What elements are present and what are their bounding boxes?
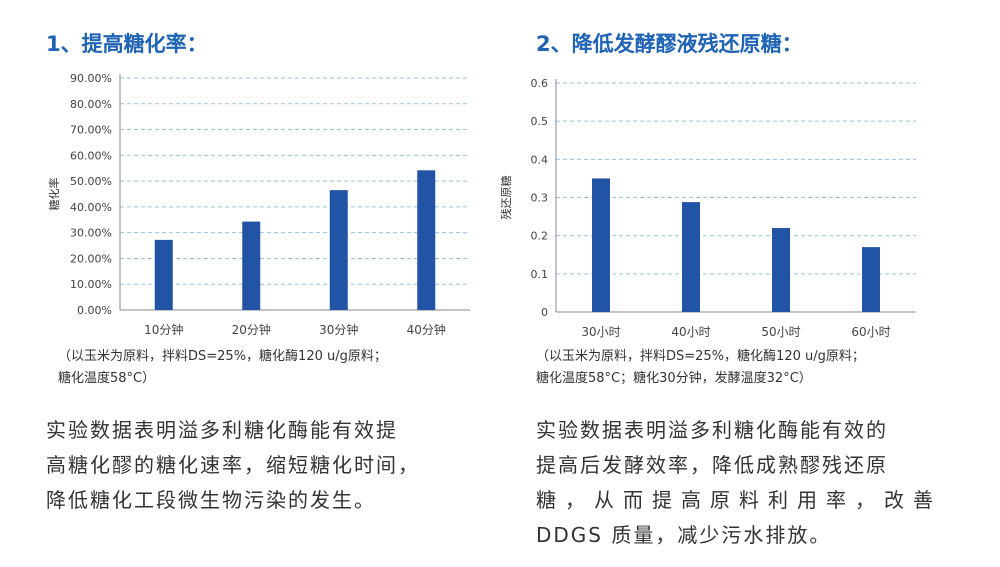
bar	[592, 178, 610, 312]
left-note-line: （以玉米为原料，拌料DS=25%，糖化酶120 u/g原料；	[58, 349, 387, 364]
bar	[154, 239, 173, 310]
x-tick-label: 20分钟	[232, 322, 271, 337]
left-note: （以玉米为原料，拌料DS=25%，糖化酶120 u/g原料； 糖化温度58°C）	[58, 346, 387, 390]
x-tick-label: 50小时	[761, 325, 800, 339]
left-note-line: 糖化温度58°C）	[58, 371, 156, 386]
left-description-line: 降低糖化工段微生物污染的发生。	[46, 488, 376, 512]
y-axis-label: 残还原糖	[500, 176, 513, 220]
bar	[417, 170, 436, 310]
x-tick-label: 30小时	[581, 325, 620, 339]
y-tick-label: 0.6	[531, 77, 549, 90]
right-note-line: （以玉米为原料，拌料DS=25%，糖化酶120 u/g原料；	[536, 349, 865, 364]
y-tick-label: 80.00%	[70, 98, 112, 111]
right-note: （以玉米为原料，拌料DS=25%，糖化酶120 u/g原料； 糖化温度58°C；…	[536, 346, 865, 390]
y-tick-label: 70.00%	[70, 124, 112, 137]
x-tick-label: 40小时	[671, 325, 710, 339]
y-tick-label: 0.3	[531, 192, 549, 205]
y-tick-label: 0	[541, 306, 548, 319]
y-tick-label: 0.00%	[77, 304, 112, 317]
x-tick-label: 60小时	[851, 325, 890, 339]
y-tick-label: 0.5	[531, 115, 549, 128]
y-tick-label: 0.2	[531, 230, 549, 243]
left-description-line: 高糖化醪的糖化速率，缩短糖化时间，	[46, 453, 420, 477]
right-heading: 2、降低发酵醪液残还原糖：	[536, 32, 803, 56]
right-description-line: 糖，从而提高原料利用率，改善	[536, 488, 942, 512]
x-tick-label: 10分钟	[144, 322, 183, 337]
bar	[682, 202, 700, 312]
right-description: 实验数据表明溢多利糖化酶能有效的 提高后发酵效率，降低成熟醪残还原 糖，从而提高…	[536, 413, 976, 553]
y-tick-label: 20.00%	[70, 252, 112, 265]
right-panel: 2、降低发酵醪液残还原糖： 0 0.1 0.2 0.3 0.4 0.5 0.6 30小时 40小…	[500, 0, 1000, 567]
y-tick-label: 30.00%	[70, 227, 112, 240]
bar	[772, 228, 790, 312]
left-panel: 1、提高糖化率： 0.00% 10.00% 20.00% 30.00% 40.00% 50…	[46, 32, 486, 518]
y-tick-label: 60.00%	[70, 149, 112, 162]
right-description-line: 提高后发酵效率，降低成熟醪残还原	[536, 453, 888, 477]
bar	[329, 190, 348, 310]
bar	[862, 247, 880, 312]
y-tick-label: 90.00%	[70, 72, 112, 85]
x-tick-label: 30分钟	[319, 322, 358, 337]
left-description-line: 实验数据表明溢多利糖化酶能有效提	[46, 418, 398, 442]
y-axis-label: 糖化率	[47, 178, 61, 211]
right-description-line: DDGS 质量，减少污水排放。	[536, 523, 832, 547]
right-note-line: 糖化温度58°C；糖化30分钟，发酵温度32°C）	[536, 371, 812, 386]
y-tick-label: 40.00%	[70, 201, 112, 214]
bar	[242, 221, 261, 310]
y-tick-label: 10.00%	[70, 278, 112, 291]
x-tick-label: 40分钟	[407, 322, 446, 337]
y-tick-label: 0.1	[531, 268, 549, 281]
left-heading: 1、提高糖化率：	[46, 32, 208, 56]
saccharification-rate-chart: 0.00% 10.00% 20.00% 30.00% 40.00% 50.00% 60.00…	[47, 72, 470, 337]
right-description-line: 实验数据表明溢多利糖化酶能有效的	[536, 418, 888, 442]
y-tick-label: 0.4	[531, 153, 549, 166]
y-tick-label: 50.00%	[70, 175, 112, 188]
residual-reducing-sugar-chart: 0 0.1 0.2 0.3 0.4 0.5 0.6 30小时 40小时 50小时 60小时 残还原糖	[500, 77, 916, 339]
left-description: 实验数据表明溢多利糖化酶能有效提 高糖化醪的糖化速率，缩短糖化时间， 降低糖化工…	[46, 413, 486, 518]
